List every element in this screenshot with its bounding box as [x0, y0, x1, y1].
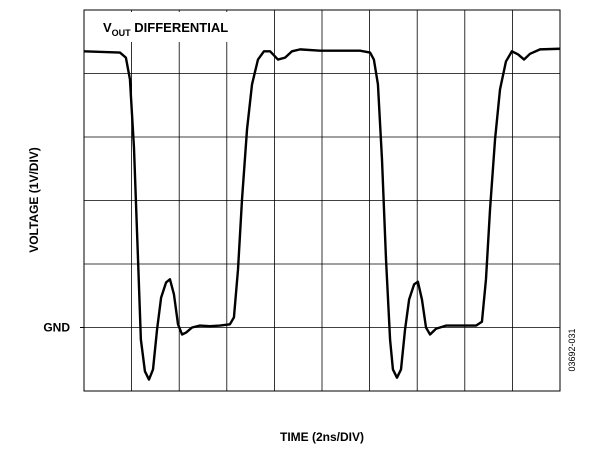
y-axis-label: VOLTAGE (1V/DIV) [27, 147, 41, 253]
annotation-box [94, 12, 262, 42]
x-axis-label: TIME (2ns/DIV) [280, 430, 364, 444]
y-tick-label: GND [43, 321, 70, 335]
annotation-part: DIFFERENTIAL [131, 20, 229, 35]
annotation-sub: OUT [112, 28, 132, 38]
waveform [83, 47, 561, 381]
annotation: VOUT DIFFERENTIAL [103, 20, 228, 38]
figure-id: 03692-031 [567, 328, 577, 371]
annotation-part: V [103, 20, 112, 35]
